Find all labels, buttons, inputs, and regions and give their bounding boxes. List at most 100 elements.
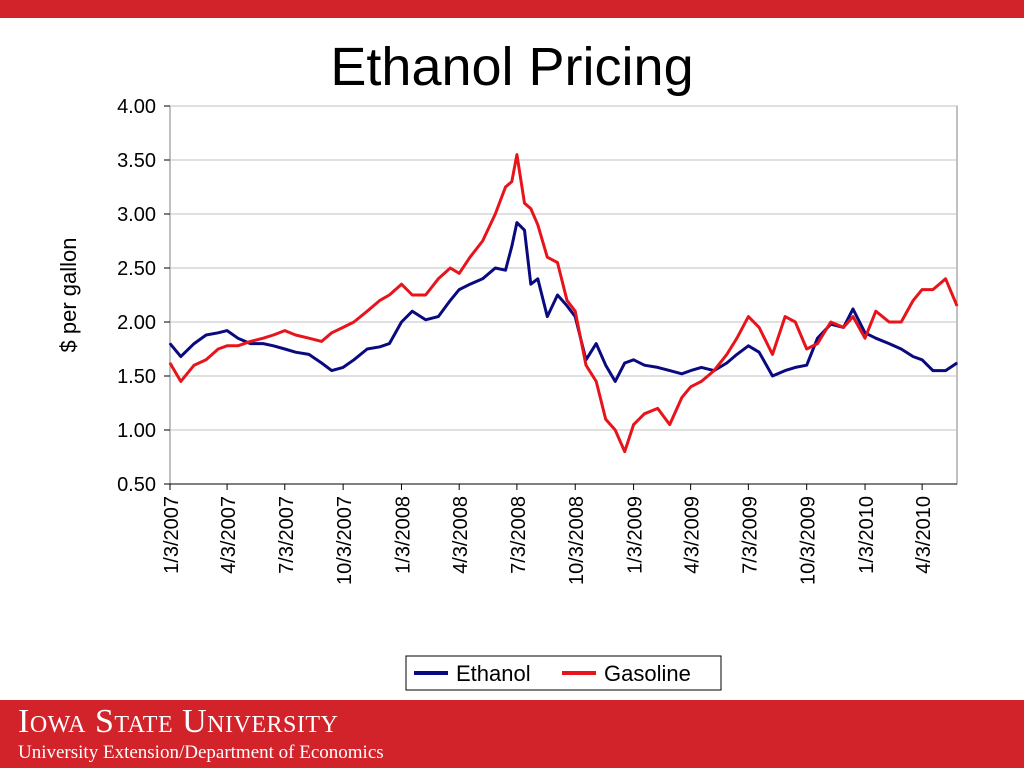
x-tick-label: 4/3/2008 [450, 496, 472, 574]
data-point-ethanol [400, 321, 403, 323]
data-point-gasoline [546, 256, 549, 259]
data-point-gasoline [504, 186, 507, 188]
y-tick-label: 0.50 [117, 474, 156, 496]
data-point-ethanol [852, 308, 854, 310]
data-point-gasoline [830, 321, 832, 323]
data-point-ethanol [179, 355, 182, 358]
data-point-ethanol [249, 342, 252, 345]
data-point-gasoline [237, 344, 239, 347]
data-point-ethanol [272, 344, 275, 347]
data-point-ethanol [511, 245, 513, 248]
data-point-gasoline [308, 337, 310, 340]
data-point-gasoline [262, 337, 265, 340]
data-point-gasoline [944, 278, 947, 280]
data-point-gasoline [272, 334, 275, 336]
data-point-gasoline [956, 305, 958, 307]
data-point-gasoline [713, 369, 715, 372]
data-point-gasoline [574, 310, 577, 313]
data-point-ethanol [771, 375, 774, 377]
top-accent-bar [0, 0, 1024, 18]
data-point-ethanol [725, 362, 728, 364]
data-point-ethanol [888, 342, 890, 345]
data-point-gasoline [700, 380, 703, 383]
data-point-ethanol [736, 353, 738, 356]
data-point-ethanol [458, 288, 460, 291]
data-point-gasoline [816, 342, 819, 345]
data-point-ethanol [516, 221, 518, 224]
x-tick-label: 4/3/2007 [218, 496, 240, 574]
data-point-ethanol [546, 315, 549, 318]
data-point-ethanol [262, 342, 265, 345]
data-point-gasoline [320, 340, 323, 343]
y-axis-title: $ per gallon [56, 238, 81, 353]
x-tick-label: 1/3/2010 [856, 496, 878, 574]
data-point-ethanol [330, 369, 333, 372]
data-point-gasoline [595, 380, 597, 383]
data-point-gasoline [771, 353, 774, 356]
data-point-gasoline [537, 224, 539, 226]
data-point-gasoline [330, 332, 333, 334]
data-point-ethanol [604, 364, 607, 367]
y-tick-label: 2.50 [117, 258, 156, 280]
plot-area [169, 105, 958, 485]
data-point-ethanol [758, 351, 760, 354]
data-point-gasoline [725, 353, 728, 356]
data-point-gasoline [556, 261, 559, 264]
data-point-gasoline [530, 207, 532, 210]
data-point-ethanol [226, 329, 228, 332]
data-point-gasoline [932, 288, 934, 291]
data-point-ethanol [237, 337, 239, 340]
x-tick-label: 7/3/2009 [739, 496, 761, 574]
data-point-gasoline [736, 337, 738, 340]
data-point-gasoline [437, 278, 440, 280]
data-point-ethanol [595, 342, 597, 345]
data-point-ethanol [944, 369, 947, 372]
data-point-ethanol [449, 299, 452, 302]
footer-bar [0, 700, 1024, 768]
data-point-gasoline [680, 396, 683, 399]
data-point-gasoline [632, 423, 635, 426]
data-point-ethanol [320, 362, 323, 364]
data-point-gasoline [758, 326, 760, 329]
university-name: Iowa State University [18, 703, 339, 740]
data-point-gasoline [179, 380, 182, 383]
data-point-ethanol [437, 315, 440, 318]
data-point-ethanol [169, 342, 171, 345]
data-point-gasoline [353, 321, 355, 323]
x-tick-label: 10/3/2007 [334, 496, 356, 585]
data-point-gasoline [169, 362, 171, 364]
data-point-gasoline [494, 213, 497, 215]
data-point-ethanol [689, 369, 692, 372]
data-point-ethanol [205, 334, 207, 336]
data-point-gasoline [852, 315, 854, 318]
data-point-gasoline [294, 334, 297, 336]
y-tick-label: 2.00 [117, 312, 156, 334]
data-point-gasoline [458, 272, 460, 275]
data-point-gasoline [888, 321, 890, 323]
data-point-gasoline [668, 423, 671, 426]
data-point-ethanol [680, 373, 683, 375]
data-point-ethanol [481, 278, 484, 280]
data-point-gasoline [469, 256, 471, 259]
data-point-gasoline [643, 413, 646, 415]
data-point-ethanol [784, 369, 786, 372]
data-point-ethanol [411, 310, 414, 313]
data-point-ethanol [747, 344, 750, 347]
data-point-ethanol [614, 380, 616, 383]
data-point-ethanol [424, 319, 427, 321]
data-point-ethanol [805, 364, 808, 367]
data-point-ethanol [921, 359, 923, 361]
data-point-ethanol [794, 366, 797, 369]
data-point-ethanol [668, 369, 671, 372]
y-tick-label: 1.00 [117, 420, 156, 442]
data-point-gasoline [516, 153, 518, 156]
data-point-gasoline [842, 326, 845, 329]
data-point-gasoline [481, 240, 484, 242]
data-point-gasoline [366, 310, 369, 313]
data-point-gasoline [875, 310, 877, 313]
x-tick-label: 7/3/2008 [508, 496, 530, 574]
x-tick-label: 1/3/2009 [625, 496, 647, 574]
data-point-ethanol [656, 366, 659, 369]
data-point-ethanol [643, 364, 646, 367]
data-point-gasoline [784, 315, 786, 318]
